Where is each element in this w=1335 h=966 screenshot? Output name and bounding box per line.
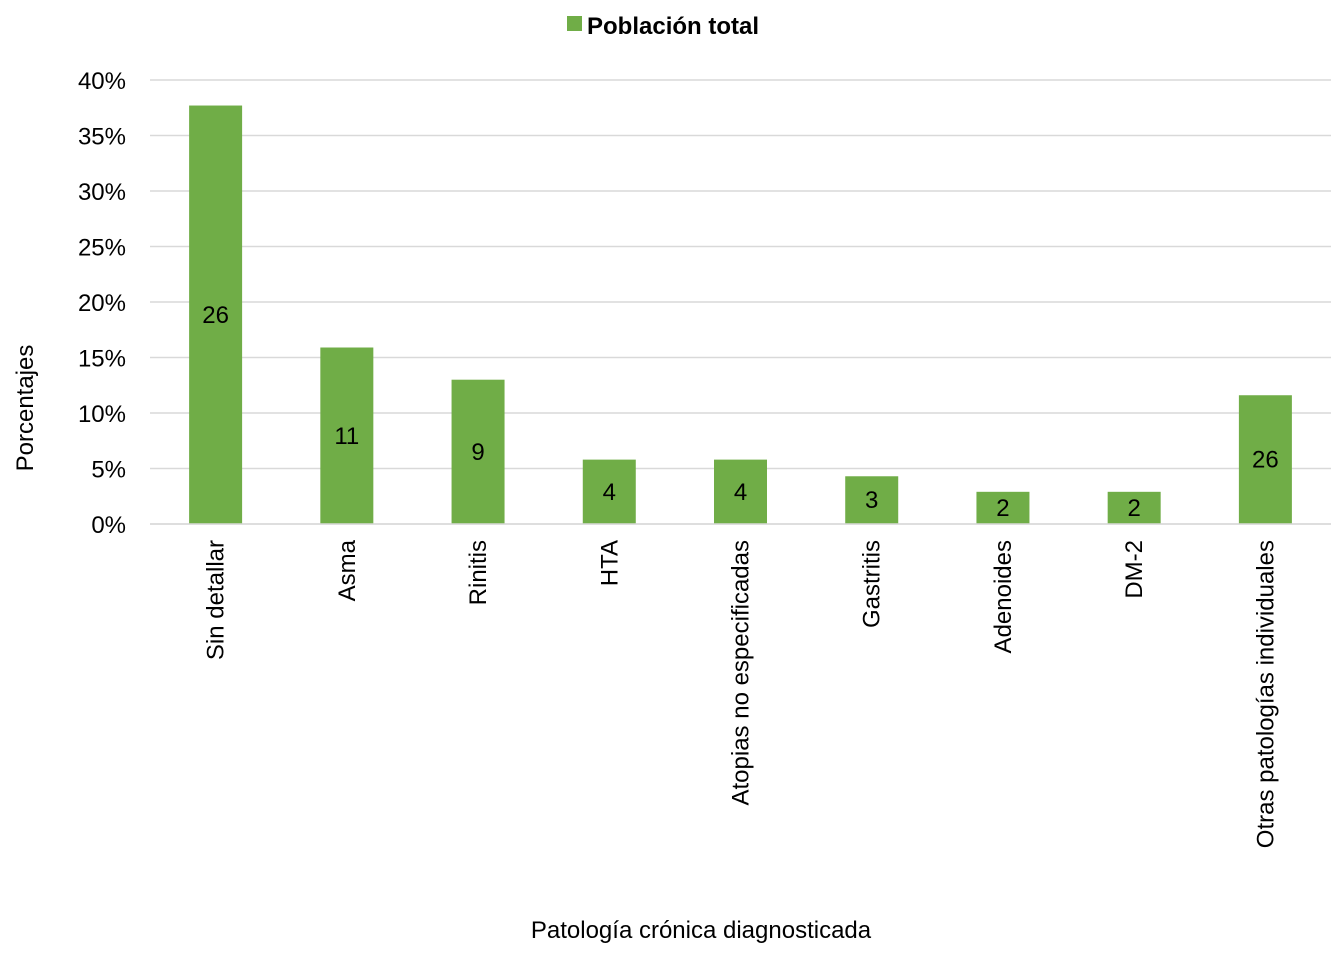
x-tick-label: Gastritis bbox=[859, 540, 886, 628]
y-tick-label: 40% bbox=[78, 68, 126, 95]
y-tick-label: 25% bbox=[78, 235, 126, 262]
x-tick-label: Rinitis bbox=[465, 540, 492, 605]
x-tick-label: Otras patologías individuales bbox=[1252, 540, 1279, 848]
bars bbox=[150, 105, 1331, 525]
y-tick-label: 35% bbox=[78, 124, 126, 151]
data-label: 26 bbox=[1252, 447, 1279, 474]
data-label: 2 bbox=[1127, 495, 1140, 522]
bar bbox=[714, 459, 767, 524]
data-label: 11 bbox=[334, 423, 359, 450]
data-label: 3 bbox=[865, 487, 878, 514]
x-tick-label: DM-2 bbox=[1121, 540, 1148, 599]
y-tick-label: 10% bbox=[78, 401, 126, 428]
data-label: 4 bbox=[734, 479, 747, 506]
y-tick-label: 20% bbox=[78, 290, 126, 317]
y-tick-label: 5% bbox=[91, 457, 126, 484]
bar bbox=[189, 105, 243, 524]
x-axis-title: Patología crónica diagnosticada bbox=[531, 917, 872, 944]
bar bbox=[1238, 395, 1292, 524]
data-labels: 26 11 9 4 4 3 2 2 26 bbox=[202, 302, 1278, 522]
legend: Población total bbox=[567, 13, 759, 40]
x-tick-label: Sin detallar bbox=[203, 540, 230, 660]
y-axis: 0% 5% 10% 15% 20% 25% 30% 35% 40% bbox=[78, 68, 126, 539]
x-tick-label: Asma bbox=[334, 539, 361, 601]
data-label: 9 bbox=[471, 439, 484, 466]
bar bbox=[451, 379, 505, 524]
y-tick-label: 30% bbox=[78, 179, 126, 206]
x-tick-label: HTA bbox=[596, 540, 623, 586]
y-tick-label: 15% bbox=[78, 346, 126, 373]
data-label: 26 bbox=[202, 302, 229, 329]
bar bbox=[582, 459, 636, 524]
bar bbox=[845, 476, 899, 524]
legend-label: Población total bbox=[587, 13, 759, 40]
y-axis-title: Porcentajes bbox=[12, 345, 39, 472]
x-tick-label: Atopias no especificadas bbox=[728, 540, 755, 806]
bar bbox=[320, 347, 374, 524]
x-tick-label: Adenoides bbox=[990, 540, 1017, 653]
data-label: 2 bbox=[996, 495, 1009, 522]
bar bbox=[976, 491, 1030, 524]
bar bbox=[1107, 491, 1161, 524]
data-label: 4 bbox=[603, 479, 616, 506]
x-axis: Sin detallar Asma Rinitis HTA Atopias no esp… bbox=[203, 539, 1280, 848]
legend-swatch bbox=[567, 16, 582, 31]
y-tick-label: 0% bbox=[91, 512, 126, 539]
